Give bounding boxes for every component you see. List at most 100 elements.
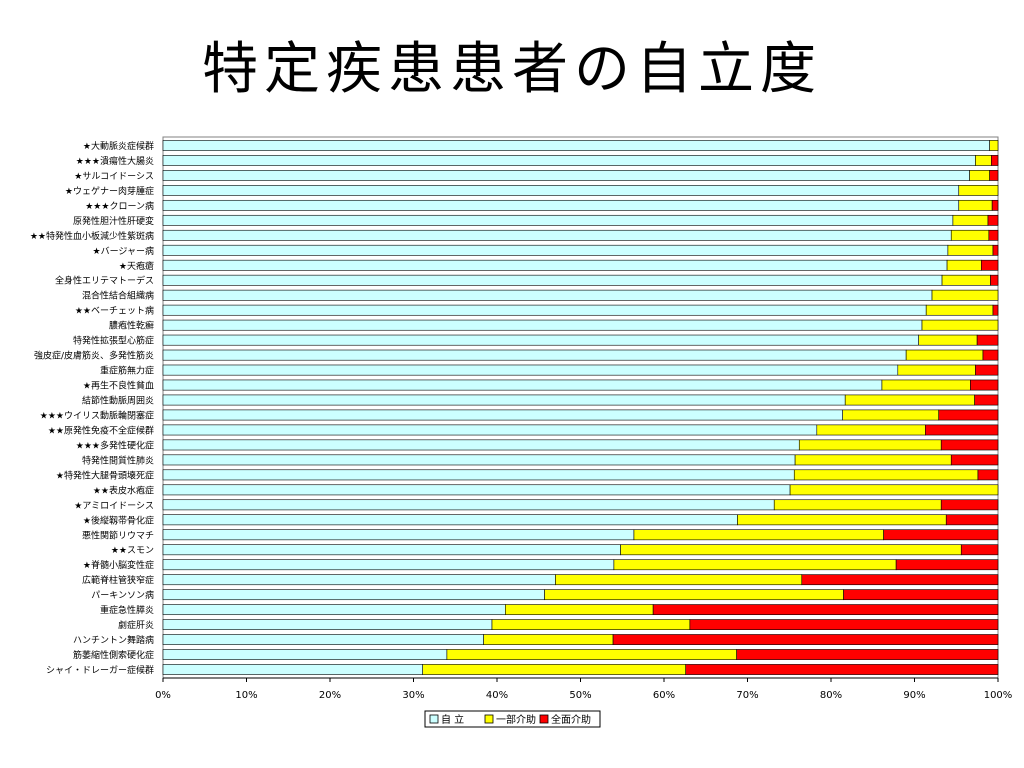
bar-segment-3	[975, 364, 999, 376]
legend-swatch	[484, 714, 494, 724]
bar-segment-1	[162, 454, 796, 466]
bar-segment-1	[162, 484, 791, 496]
bar-segment-3	[925, 424, 999, 436]
bar-segment-2	[842, 409, 940, 421]
bar-segment-2	[422, 664, 687, 675]
category-label: 全身性エリテマトーデス	[55, 275, 154, 287]
bar-segment-2	[950, 229, 990, 241]
category-label: ★再生不良性貧血	[83, 380, 154, 392]
bar-segment-3	[945, 514, 999, 526]
legend-label: 一部介助	[496, 713, 536, 726]
bar-segment-2	[620, 544, 962, 556]
bar-segment-2	[789, 484, 999, 496]
bar-segment-3	[977, 469, 999, 481]
bar-segment-2	[483, 634, 614, 645]
bar-segment-1	[162, 529, 635, 541]
bar-segment-1	[162, 499, 775, 511]
bar-segment-3	[938, 409, 999, 421]
bar-segment-1	[162, 155, 976, 166]
category-label: 筋萎縮性側索硬化症	[73, 649, 154, 661]
bar-segment-3	[960, 544, 999, 556]
bar-segment-1	[162, 604, 506, 616]
bar-segment-2	[794, 454, 952, 466]
bar-segment-2	[905, 349, 984, 361]
bar-segment-2	[798, 439, 942, 451]
category-label: 重症急性膵炎	[100, 604, 154, 616]
category-label: ★特発性大腿骨頭壊死症	[56, 469, 154, 481]
category-label: ★ウェゲナー肉芽腫症	[65, 185, 154, 197]
bar-segment-1	[162, 274, 943, 286]
bar-segment-3	[991, 155, 999, 166]
category-label: パーキンソン病	[91, 589, 154, 601]
bar-segment-2	[816, 424, 926, 436]
category-label: ハンチントン舞踏病	[73, 634, 154, 646]
bar-segment-2	[952, 214, 989, 226]
bar-segment-2	[925, 304, 994, 316]
bar-segment-2	[958, 185, 999, 196]
category-label: 広範脊柱管狭窄症	[82, 574, 154, 586]
bar-segment-2	[844, 394, 975, 406]
bar-segment-3	[685, 664, 999, 675]
bar-segment-2	[941, 274, 991, 286]
bar-segment-1	[162, 634, 484, 645]
bar-segment-1	[162, 379, 883, 391]
bar-segment-1	[162, 469, 795, 481]
category-label: 結節性動脈周囲炎	[82, 395, 154, 407]
bar-segment-3	[940, 499, 999, 511]
bar-segment-1	[162, 559, 615, 571]
bar-segment-2	[989, 140, 999, 151]
legend-label: 自 立	[441, 713, 464, 726]
category-label: ★脊髄小脳変性症	[83, 559, 154, 571]
bar-segment-2	[793, 469, 979, 481]
bar-segment-3	[940, 439, 999, 451]
bar-segment-3	[982, 349, 999, 361]
category-label: シャイ・ドレーガー症候群	[46, 664, 154, 676]
bar-segment-2	[544, 589, 844, 601]
plot-area	[162, 136, 999, 679]
category-label: ★サルコイドーシス	[74, 171, 154, 182]
category-label: ★★スモン	[111, 546, 154, 556]
bar-segment-2	[918, 334, 978, 346]
category-label: ★★★ウイリス動脈輪閉塞症	[40, 409, 154, 421]
bar-segment-2	[975, 155, 992, 166]
bar-segment-3	[987, 214, 999, 226]
bar-segment-3	[980, 259, 999, 271]
bar-segment-3	[950, 454, 999, 466]
bar-segment-2	[881, 379, 971, 391]
legend-swatch	[539, 714, 549, 724]
category-label: ★★ベーチェット病	[75, 305, 154, 317]
category-label: 劇症肝炎	[118, 619, 154, 631]
x-tick-label: 100%	[984, 690, 1013, 701]
category-label: 特発性間質性肺炎	[82, 454, 154, 466]
category-label: 特発性拡張型心筋症	[73, 335, 154, 347]
bar-segment-1	[162, 514, 738, 526]
bar-segment-1	[162, 289, 933, 301]
bar-segment-3	[992, 304, 999, 316]
category-label: ★アミロイドーシス	[74, 501, 154, 511]
category-label: 強皮症/皮膚筋炎、多発性筋炎	[34, 350, 154, 362]
bar-segment-2	[613, 559, 897, 571]
category-label: ★★★多発性硬化症	[76, 439, 154, 451]
bar-segment-1	[162, 244, 949, 256]
category-label: ★天疱瘡	[119, 260, 154, 272]
bar-segment-2	[947, 244, 994, 256]
bar-segment-1	[162, 259, 948, 271]
category-label: 原発性胆汁性肝硬変	[73, 215, 154, 227]
bar-segment-3	[612, 634, 999, 645]
bar-segment-1	[162, 199, 960, 211]
bar-segment-3	[801, 574, 999, 586]
bar-segment-2	[958, 199, 993, 211]
category-label: 重症筋無力症	[100, 365, 154, 377]
bar-segment-3	[974, 394, 999, 406]
category-label: ★★特発性血小板減少性紫斑病	[30, 230, 154, 242]
bar-segment-3	[883, 529, 999, 541]
category-label: ★大動脈炎症候群	[83, 140, 154, 152]
category-label: 悪性関節リウマチ	[82, 529, 154, 541]
bar-segment-1	[162, 349, 907, 361]
category-label: ★★★潰瘍性大腸炎	[76, 155, 154, 167]
bar-segment-3	[895, 559, 999, 571]
bar-segment-1	[162, 140, 990, 151]
bar-segment-3	[990, 274, 999, 286]
x-tick-label: 40%	[486, 690, 508, 701]
